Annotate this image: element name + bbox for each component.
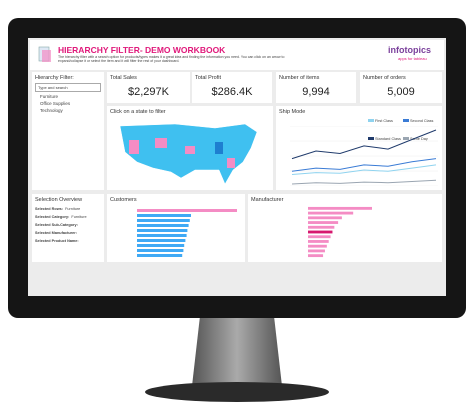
ship-panel: Ship Mode First Class Second Class Standar… — [276, 106, 442, 190]
filter-item[interactable]: Office Supplies — [40, 101, 71, 106]
kpi-label: Number of items — [279, 75, 320, 81]
series-line — [291, 158, 437, 172]
selection-row: Selected Rows: Furniture — [35, 207, 104, 211]
filter-item[interactable]: Furniture — [40, 94, 59, 99]
bar — [137, 209, 237, 212]
legend-entry: Same Day — [403, 137, 438, 141]
kpi-label: Number of orders — [363, 75, 406, 81]
kpi-value: $286.4K — [211, 86, 253, 98]
selection-label: Selected Product Name: — [35, 239, 79, 243]
kpi-value: 5,009 — [387, 86, 415, 98]
legend-swatch — [403, 119, 409, 122]
bar — [308, 211, 354, 215]
selection-row: Selected Product Name: — [35, 239, 104, 243]
kpi-label: Total Profit — [195, 75, 221, 81]
selection-list: Selected Rows: Furniture Selected Category… — [32, 207, 104, 243]
bar — [137, 229, 188, 232]
bar — [308, 216, 342, 220]
selection-label: Selected Rows: — [35, 207, 64, 211]
bar — [308, 235, 331, 239]
legend-label: Same Day — [410, 137, 428, 141]
kpi-value: $2,297K — [128, 86, 169, 98]
kpi-label: Total Sales — [110, 75, 137, 81]
bar — [308, 240, 329, 243]
logo-tagline: apps for tableau — [398, 56, 427, 61]
series-line — [291, 164, 437, 175]
kpi-card: Total Sales $2,297K — [107, 72, 190, 103]
filter-item[interactable]: Technology — [40, 108, 63, 113]
selection-row: Selected Manufacturer: — [35, 231, 104, 235]
selection-row: Selected Sub-Category: — [35, 223, 104, 227]
bar — [137, 214, 191, 217]
filter-title: Hierarchy Filter: — [35, 75, 74, 81]
header-icon — [38, 46, 51, 62]
map-panel: Click on a state to filter — [107, 106, 273, 190]
line-chart — [290, 126, 438, 186]
manufacturer-panel: Manufacturer — [248, 194, 442, 262]
legend-label: Second Class — [410, 119, 434, 123]
selection-title: Selection Overview — [35, 197, 83, 203]
map-title: Click on a state to filter — [110, 109, 166, 115]
bar — [308, 221, 339, 224]
bar — [308, 225, 335, 229]
legend-swatch — [368, 137, 374, 140]
selection-value: Furniture — [65, 207, 81, 211]
bar — [137, 219, 190, 222]
bar — [308, 249, 325, 253]
selection-label: Selected Manufacturer: — [35, 231, 77, 235]
ship-title: Ship Mode — [279, 109, 306, 115]
selection-panel: Selection Overview Selected Rows: Furnitu… — [32, 194, 104, 262]
legend: First Class Second Class Standard Class Sam… — [368, 109, 440, 145]
selection-value: Furniture — [71, 215, 87, 219]
bar — [137, 239, 186, 242]
legend-swatch — [403, 137, 409, 140]
state[interactable] — [215, 142, 223, 154]
bar — [308, 254, 324, 258]
description: The hierarchy filter with a search optio… — [58, 55, 285, 63]
selection-label: Selected Sub-Category: — [35, 223, 78, 227]
bar — [137, 254, 183, 257]
stand-neck — [192, 316, 282, 386]
customers-chart — [137, 209, 237, 257]
manufacturer-title: Manufacturer — [251, 197, 284, 203]
filter-panel: Hierarchy Filter: Type and search Furnit… — [32, 72, 104, 190]
search-box[interactable]: Type and search — [35, 83, 101, 92]
legend-entry: Second Class — [403, 119, 438, 123]
series-line — [291, 129, 437, 160]
legend-entry: Standard Class — [368, 137, 403, 141]
bar — [137, 244, 185, 247]
series-line — [291, 179, 437, 185]
bar — [137, 249, 184, 252]
kpi-card: Total Profit $286.4K — [192, 72, 272, 103]
state[interactable] — [185, 146, 195, 154]
header: HIERARCHY FILTER- DEMO WORKBOOK The hier… — [30, 40, 444, 70]
bar — [137, 224, 189, 227]
customers-title: Customers — [110, 197, 137, 203]
manufacturer-chart — [308, 206, 372, 258]
stand-base — [145, 382, 329, 402]
bar — [137, 234, 187, 237]
filter-list: Furniture Office Supplies Technology — [32, 94, 104, 113]
map — [119, 123, 258, 185]
bar — [308, 230, 333, 234]
state[interactable] — [155, 138, 167, 148]
logo: infotopics — [388, 45, 431, 55]
kpi-value: 9,994 — [302, 86, 330, 98]
state[interactable] — [129, 140, 139, 154]
selection-row: Selected Category: Furniture — [35, 215, 104, 219]
bar — [308, 206, 372, 210]
legend-swatch — [368, 119, 374, 122]
customers-panel: Customers — [107, 194, 245, 262]
legend-label: Standard Class — [375, 137, 401, 141]
state[interactable] — [227, 158, 235, 168]
legend-entry: First Class — [368, 119, 403, 123]
title: HIERARCHY FILTER- DEMO WORKBOOK — [58, 45, 226, 55]
kpi-card: Number of items 9,994 — [276, 72, 356, 103]
selection-label: Selected Category: — [35, 215, 70, 219]
legend-label: First Class — [375, 119, 393, 123]
bar — [308, 244, 327, 248]
kpi-card: Number of orders 5,009 — [360, 72, 442, 103]
